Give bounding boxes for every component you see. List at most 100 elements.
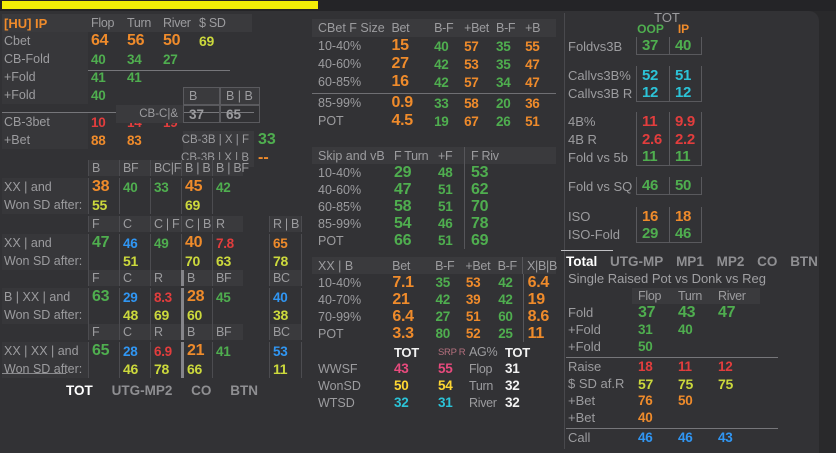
- col-header: R | B: [269, 216, 302, 232]
- stat-value: 50: [638, 339, 653, 354]
- col-header: R: [150, 270, 181, 286]
- showdown-stats-table: TOT SRP R AG% TOT WWSF 43 55 Flop 31 WonSD 50 54 Tur…: [312, 344, 556, 411]
- table-row: $ SD af.R 57 75 75: [566, 375, 778, 392]
- stat-value: 2.6: [636, 130, 669, 148]
- col-header: B: [181, 324, 212, 340]
- stat-value: 54: [438, 378, 453, 393]
- tab-mp2[interactable]: MP2: [716, 253, 745, 269]
- row-label: WonSD: [318, 378, 361, 393]
- stat-value: 42: [434, 56, 449, 72]
- stat-value: 66: [394, 231, 412, 249]
- stat-value: 45: [212, 288, 243, 306]
- oop-column-header: OOP: [637, 22, 664, 36]
- stat-value: 25: [498, 326, 513, 341]
- stat-value: 58: [464, 95, 479, 111]
- stat-value: 32: [505, 395, 520, 410]
- corner-label: [2, 270, 88, 286]
- stat-value: 29: [119, 288, 150, 306]
- tab-utg-mp[interactable]: UTG-MP: [610, 253, 664, 269]
- stat-value: 28: [181, 288, 212, 306]
- stat-value: [150, 252, 181, 270]
- 4bet-group: 4B% 11 9.9 4B R 2.6 2.2 Fold vs 5b 11 11: [566, 112, 766, 166]
- row-label: 10-40%: [318, 275, 362, 290]
- active-tab-indicator-right: [561, 250, 613, 251]
- col-header: Bet: [392, 258, 411, 273]
- stat-value: 26: [496, 113, 511, 129]
- right-panel-divider: [564, 13, 565, 449]
- stat-value: 48: [438, 165, 453, 180]
- row-label: 10-40%: [318, 39, 362, 53]
- stat-value: 36: [525, 95, 540, 111]
- col-header: F: [88, 270, 119, 286]
- table-row: Call 46 46 43: [566, 428, 778, 446]
- tab-btn[interactable]: BTN: [230, 382, 258, 398]
- cbet-flop-size-table: CBet F Size Bet B-F +Bet B-F +B 10-40% 15 40 57 35…: [312, 19, 556, 130]
- row-label: WTSD: [318, 395, 355, 410]
- stat-value: 51: [465, 309, 481, 324]
- stat-value: 29: [394, 163, 412, 181]
- stat-value: 55: [88, 196, 119, 214]
- stat-value: 46: [119, 234, 150, 252]
- table-row: +Fold 31 40: [566, 321, 778, 338]
- stat-value: 11: [522, 325, 556, 342]
- row-label: POT: [318, 326, 344, 341]
- tab-co[interactable]: CO: [757, 253, 778, 269]
- stat-value: 37: [638, 303, 656, 321]
- table-row: Won SD after: 46 78 66 11: [2, 360, 302, 378]
- sub-header-bb: B | B: [220, 87, 260, 105]
- table-row: 4B R 2.6 2.2: [566, 130, 766, 148]
- col-header: C: [119, 270, 150, 286]
- corner-label: [2, 324, 88, 340]
- stat-value: 12: [669, 84, 702, 102]
- stat-value: 75: [678, 375, 693, 392]
- col-header: R: [212, 216, 243, 232]
- table-row: 85-99% 0.9 33 58 20 36: [312, 93, 556, 112]
- stat-value: 35: [496, 38, 511, 54]
- stat-value: [212, 360, 243, 378]
- header-row: TOT SRP R AG% TOT: [312, 344, 556, 360]
- table-row: Cbet 64 56 50 69: [2, 32, 302, 50]
- stat-value: 40: [434, 38, 449, 54]
- table-row: +Bet 88 83: [2, 131, 302, 149]
- table-row: 10-40% 29 48 53: [312, 164, 556, 181]
- stat-value: 6.4: [392, 307, 414, 325]
- stat-value: 20: [496, 95, 511, 111]
- tab-utg-mp2[interactable]: UTG-MP2: [111, 382, 173, 398]
- stat-value: 51: [525, 113, 540, 129]
- stat-value: 40: [91, 87, 106, 103]
- stat-value: [212, 196, 243, 214]
- row-label: CB-Fold: [2, 50, 88, 68]
- tab-mp1[interactable]: MP1: [676, 253, 704, 269]
- row-label: 40-60%: [318, 182, 362, 197]
- cb3b-xf-label: CB-3B | X | F: [182, 131, 254, 149]
- stat-value: [196, 50, 232, 68]
- row-label: 70-99%: [318, 309, 362, 324]
- row-label: $ SD af.R: [568, 376, 625, 391]
- stat-value: 11: [678, 359, 692, 374]
- stat-value: 27: [435, 309, 450, 324]
- row-label: XX | and: [2, 234, 88, 252]
- col-header: Turn: [127, 16, 152, 30]
- stat-value: 55: [438, 361, 453, 376]
- header-row: Flop Turn River: [566, 288, 778, 304]
- stat-value: 2.2: [669, 130, 702, 148]
- stat-value: 46: [669, 225, 702, 243]
- title-bar[interactable]: [0, 0, 836, 11]
- stat-value: 18: [669, 207, 702, 225]
- col-header: +F: [438, 148, 453, 163]
- xx-xx-and-table: F C R B BF BC XX | XX | and 65 28 6.9 21 41 53 Won SD…: [2, 324, 302, 378]
- stat-value: 50: [163, 32, 181, 49]
- tab-total[interactable]: Total: [566, 253, 598, 269]
- stat-value: [712, 409, 760, 426]
- tab-btn[interactable]: BTN: [790, 253, 818, 269]
- table-row: XX | and 38 40 33 45 42: [2, 178, 302, 196]
- stat-value: 51: [438, 199, 453, 214]
- hud-panel: [0, 11, 819, 453]
- stat-value: [124, 86, 160, 104]
- row-label: Cbet: [2, 32, 88, 50]
- stat-value: 37: [183, 105, 220, 123]
- tab-tot[interactable]: TOT: [66, 382, 93, 398]
- stat-value: 21: [181, 342, 212, 360]
- tab-co[interactable]: CO: [191, 382, 212, 398]
- col-header: F Turn: [394, 148, 429, 163]
